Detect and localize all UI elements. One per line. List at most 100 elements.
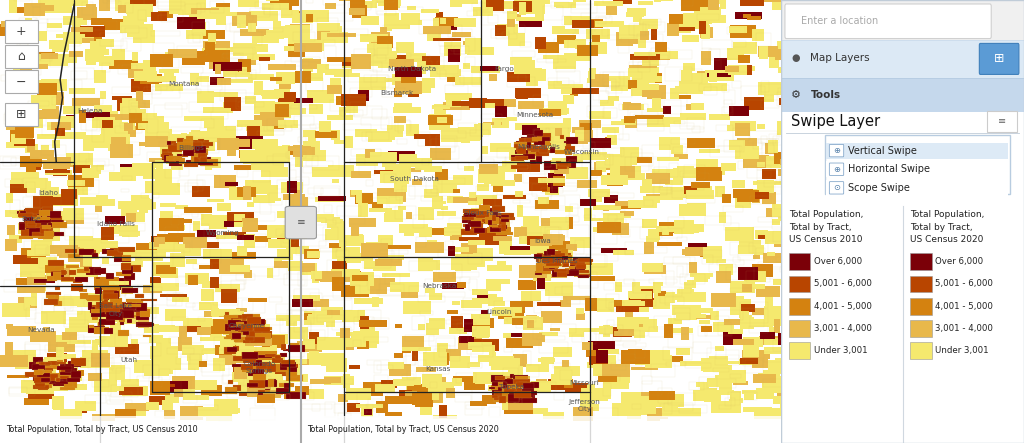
Bar	[377, 48, 398, 58]
Bar	[377, 290, 401, 295]
Bar	[294, 117, 314, 125]
Bar	[577, 308, 584, 315]
Bar	[176, 357, 189, 364]
Bar	[323, 40, 336, 45]
Bar	[110, 323, 121, 336]
Bar	[196, 405, 218, 410]
Bar	[730, 281, 755, 293]
Bar	[160, 142, 183, 147]
Bar	[172, 144, 179, 148]
Bar	[226, 48, 253, 59]
Bar	[5, 179, 23, 187]
Bar	[587, 384, 595, 391]
Bar	[286, 25, 310, 37]
Bar	[161, 369, 173, 374]
Bar	[194, 157, 203, 163]
Bar	[252, 36, 280, 43]
Bar	[186, 30, 204, 39]
Bar	[499, 382, 507, 386]
Bar	[596, 21, 624, 27]
Bar	[618, 354, 636, 360]
Bar	[150, 242, 178, 249]
Bar	[625, 242, 651, 254]
Bar	[480, 209, 494, 216]
Bar	[46, 229, 52, 233]
Bar	[634, 327, 645, 338]
Bar	[194, 348, 220, 354]
Bar	[52, 374, 82, 381]
Bar	[29, 208, 43, 221]
Bar	[701, 358, 715, 371]
Bar	[488, 74, 497, 81]
Bar	[472, 326, 490, 337]
Bar	[537, 59, 566, 62]
Bar	[132, 52, 138, 62]
Bar	[247, 323, 263, 326]
Bar	[232, 47, 255, 54]
Bar	[67, 0, 81, 6]
Bar	[132, 0, 148, 13]
Bar	[81, 218, 101, 223]
Bar	[416, 399, 433, 407]
Bar	[120, 350, 139, 357]
Bar	[573, 408, 593, 421]
Text: Topeka: Topeka	[499, 384, 524, 390]
Bar	[596, 16, 611, 23]
Bar	[297, 341, 322, 352]
Bar	[655, 226, 677, 232]
Bar	[205, 162, 212, 171]
Bar	[378, 195, 391, 205]
Bar	[82, 2, 92, 15]
Bar	[303, 339, 314, 349]
Bar	[45, 366, 56, 374]
Bar	[119, 315, 125, 322]
Bar	[591, 276, 615, 281]
Bar	[469, 192, 476, 198]
Bar	[414, 215, 424, 228]
Bar	[60, 132, 86, 139]
Bar	[650, 29, 657, 39]
Bar	[292, 311, 306, 315]
Bar	[508, 366, 523, 377]
Bar	[35, 313, 47, 323]
Bar	[18, 62, 32, 71]
Bar	[51, 216, 62, 225]
Bar	[450, 327, 467, 334]
Bar	[482, 340, 495, 346]
Bar	[685, 248, 711, 256]
Bar	[397, 120, 410, 133]
Bar	[283, 231, 295, 243]
Bar	[710, 113, 730, 120]
Bar	[289, 268, 314, 280]
Bar	[345, 136, 353, 148]
Bar	[291, 267, 303, 280]
Bar	[283, 194, 304, 200]
Bar	[196, 156, 208, 160]
Bar	[534, 329, 543, 339]
Bar	[276, 146, 288, 151]
FancyBboxPatch shape	[5, 103, 38, 126]
Bar	[278, 109, 291, 118]
Bar	[324, 376, 353, 385]
Bar	[288, 222, 312, 226]
Bar	[61, 331, 77, 340]
Bar	[74, 280, 82, 284]
Bar	[73, 163, 90, 173]
Bar	[628, 349, 642, 356]
Bar	[308, 188, 323, 194]
Bar	[432, 196, 443, 209]
Bar	[599, 91, 607, 103]
Bar	[102, 114, 130, 120]
Bar	[40, 223, 52, 231]
Bar	[596, 375, 620, 381]
Bar	[596, 161, 606, 172]
Bar	[463, 214, 483, 218]
Bar	[366, 132, 389, 140]
Bar	[216, 235, 245, 239]
Bar	[646, 295, 655, 306]
Bar	[237, 235, 254, 240]
Bar	[15, 278, 27, 285]
Bar	[121, 39, 141, 51]
Bar	[419, 227, 432, 237]
Bar	[432, 105, 450, 109]
